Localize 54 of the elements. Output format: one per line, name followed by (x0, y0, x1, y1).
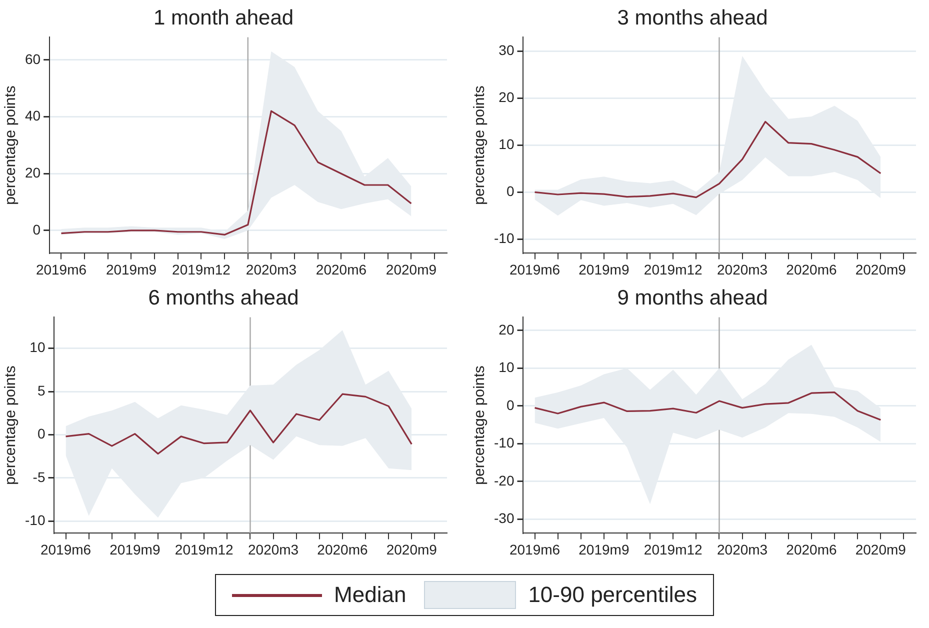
x-tick-label: 2019m6 (40, 541, 92, 558)
x-tick-label: 2019m12 (644, 261, 703, 278)
y-tick-label: 20 (498, 321, 514, 338)
x-tick-label: 2020m9 (855, 261, 906, 278)
y-tick-label: 20 (24, 164, 41, 180)
x-tick-label: 2019m9 (110, 541, 160, 558)
x-tick-label: 2020m6 (786, 261, 837, 278)
y-tick-label: 30 (498, 42, 514, 58)
y-tick-label: 10 (498, 136, 514, 152)
y-tick-label: 5 (37, 382, 46, 398)
y-tick-label: 0 (506, 396, 514, 413)
x-tick-label: 2020m9 (386, 541, 438, 558)
x-tick-label: 2019m9 (578, 261, 630, 278)
y-tick-label: 10 (30, 339, 46, 356)
y-tick-label: -10 (494, 434, 514, 451)
x-tick-label: 2020m3 (246, 261, 297, 278)
x-tick-label: 2020m3 (248, 541, 299, 558)
x-tick-label: 2019m6 (509, 261, 560, 278)
y-axis-title: percentage points (471, 86, 488, 205)
y-tick-label: -20 (494, 472, 514, 488)
x-tick-label: 2020m6 (786, 541, 837, 558)
x-tick-label: 2019m12 (172, 261, 231, 278)
y-tick-label: -5 (32, 468, 46, 485)
chart-title: 9 months ahead (617, 286, 768, 310)
x-tick-label: 2019m9 (106, 261, 157, 278)
y-tick-label: 10 (498, 359, 514, 376)
y-tick-label: 0 (37, 426, 46, 442)
x-tick-label: 2020m3 (716, 541, 768, 558)
y-axis-title: percentage points (2, 86, 20, 205)
y-tick-label: 0 (506, 183, 514, 200)
chart-title: 3 months ahead (617, 6, 768, 30)
chart-title: 6 months ahead (148, 286, 299, 310)
y-tick-label: 0 (32, 221, 41, 238)
x-tick-label: 2019m9 (578, 541, 630, 558)
y-tick-label: -10 (494, 230, 514, 246)
x-tick-label: 2019m12 (644, 541, 703, 558)
x-tick-label: 2020m9 (855, 541, 906, 558)
y-tick-label: 20 (498, 89, 514, 106)
x-tick-label: 2019m6 (509, 541, 560, 558)
x-tick-label: 2020m6 (316, 261, 367, 278)
y-tick-label: -30 (494, 510, 514, 526)
x-tick-label: 2019m12 (174, 541, 234, 558)
y-tick-label: 40 (24, 108, 41, 124)
y-axis-title: percentage points (471, 366, 488, 485)
y-tick-label: 60 (24, 50, 41, 67)
y-axis-title: percentage points (2, 366, 20, 485)
x-tick-label: 2020m6 (317, 541, 368, 558)
y-tick-label: -10 (25, 512, 46, 528)
x-tick-label: 2020m9 (386, 261, 437, 278)
text: 10-90 percentiles (528, 581, 697, 609)
x-tick-label: 2019m6 (36, 261, 87, 278)
chart-title: 1 month ahead (153, 6, 294, 30)
x-tick-label: 2020m3 (716, 261, 768, 278)
legend-label: Median (334, 581, 406, 609)
